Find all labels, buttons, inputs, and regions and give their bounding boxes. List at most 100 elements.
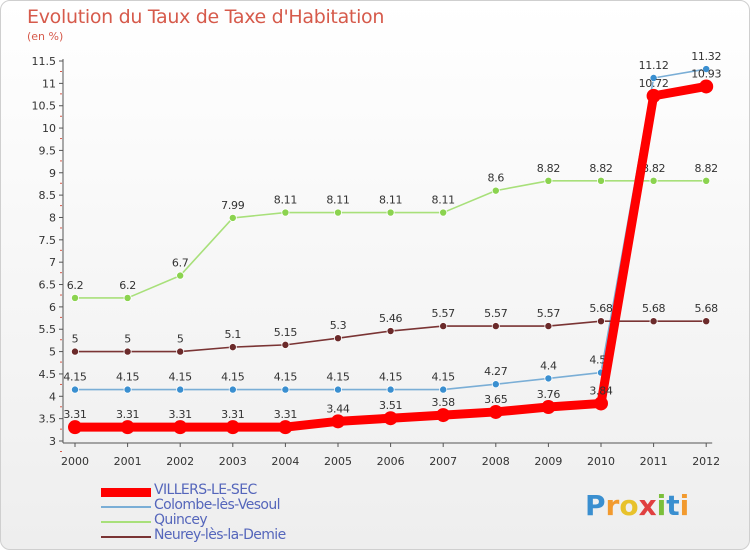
x-tick-label: 2006: [377, 455, 405, 468]
series-point-2: [439, 208, 448, 217]
data-label-2: 8.11: [274, 194, 297, 207]
line-chart: 3 3.5 4 4.5 5 5.5 6 6.5 7 7.5 8 8.5 9 9.5 10 10.5 11 11.5…: [32, 50, 722, 468]
x-tick-label: 2007: [429, 455, 457, 468]
x-tick-label: 2012: [692, 455, 720, 468]
y-tick-label: 8: [49, 211, 56, 224]
series-point-0: [68, 420, 82, 435]
data-label-1: 4.15: [432, 371, 456, 384]
series-point-2: [176, 271, 185, 280]
data-label-2: 8.82: [695, 162, 718, 175]
data-label-0: 10.72: [639, 77, 669, 90]
x-tick-label: 2003: [219, 455, 247, 468]
y-tick-label: 8.5: [39, 189, 57, 202]
series-point-3: [281, 340, 290, 349]
series-point-1: [71, 385, 80, 394]
series-point-0: [594, 396, 608, 411]
data-label-3: 5.1: [225, 328, 242, 341]
data-label-3: 5: [124, 333, 131, 346]
series-point-2: [649, 176, 658, 185]
data-label-2: 6.2: [119, 279, 136, 292]
logo-letter: P: [585, 489, 606, 522]
data-label-3: 5.3: [330, 319, 347, 332]
series-point-0: [278, 420, 293, 435]
data-label-3: 5.57: [537, 307, 561, 320]
data-label-1: 4.15: [326, 371, 350, 384]
logo-letter: i: [656, 489, 667, 522]
series-point-0: [541, 400, 556, 415]
data-label-0: 3.65: [484, 393, 508, 406]
data-label-3: 5.68: [642, 302, 666, 315]
data-label-1: 4.15: [379, 371, 403, 384]
y-tick-label: 11.5: [32, 55, 57, 68]
legend-swatch: [101, 488, 151, 497]
data-label-0: 3.76: [537, 388, 561, 401]
logo-letter: i: [679, 489, 690, 522]
series-point-1: [544, 374, 553, 383]
series-point-0: [699, 79, 714, 94]
data-label-0: 3.44: [326, 402, 350, 415]
series-point-1: [386, 385, 395, 394]
data-label-3: 5.57: [432, 307, 456, 320]
y-tick-label: 7.5: [39, 234, 57, 247]
series-point-0: [383, 411, 398, 426]
y-tick-label: 4.5: [39, 368, 57, 381]
data-label-1: 11.32: [691, 50, 721, 63]
series-point-1: [281, 385, 290, 394]
y-tick-label: 7: [49, 256, 56, 269]
data-label-3: 5: [72, 333, 79, 346]
chart-title: Evolution du Taux de Taxe d'Habitation: [27, 6, 385, 28]
data-label-2: 7.99: [221, 199, 245, 212]
series-point-1: [702, 65, 711, 74]
data-label-2: 8.82: [537, 162, 560, 175]
series-point-2: [702, 176, 711, 185]
data-label-2: 8.6: [488, 172, 505, 185]
series-point-2: [544, 176, 553, 185]
series-point-2: [333, 208, 342, 217]
series-point-0: [331, 414, 345, 429]
y-tick-label: 9: [49, 167, 56, 180]
series-point-0: [646, 88, 661, 103]
series-point-3: [439, 322, 448, 331]
legend-label: Quincey: [154, 512, 208, 528]
legend-swatch: [101, 506, 151, 508]
x-tick-label: 2005: [324, 455, 352, 468]
y-tick-label: 4: [49, 390, 56, 403]
data-label-0: 3.31: [116, 408, 139, 421]
data-label-2: 8.11: [379, 194, 402, 207]
data-label-1: 4.15: [274, 371, 298, 384]
chart-unit: (en %): [27, 30, 64, 43]
data-label-0: 3.31: [274, 408, 297, 421]
x-tick-label: 2000: [61, 455, 89, 468]
y-tick-label: 5.5: [39, 323, 57, 336]
data-label-0: 3.31: [221, 408, 244, 421]
data-label-3: 5.15: [274, 326, 298, 339]
y-tick-label: 3: [49, 435, 56, 448]
data-label-1: 11.12: [639, 59, 669, 72]
series-point-2: [491, 186, 500, 195]
data-label-1: 4.15: [63, 371, 87, 384]
series-point-2: [597, 176, 606, 185]
series-point-1: [123, 385, 132, 394]
x-tick-label: 2004: [271, 455, 299, 468]
legend-label: Colombe-lès-Vesoul: [154, 497, 281, 513]
series-point-3: [649, 317, 658, 326]
data-label-0: 3.84: [589, 384, 613, 397]
proxiti-logo: Proxiti: [585, 489, 689, 522]
series-point-3: [386, 327, 395, 336]
data-label-0: 3.51: [379, 399, 402, 412]
logo-letter: t: [666, 489, 680, 522]
data-label-3: 5.46: [379, 312, 403, 325]
series-point-1: [333, 385, 342, 394]
data-label-1: 4.15: [116, 371, 140, 384]
x-tick-label: 2008: [482, 455, 510, 468]
legend-swatch: [101, 536, 151, 538]
data-label-3: 5: [177, 333, 184, 346]
series-point-2: [71, 293, 80, 302]
series-point-2: [123, 293, 132, 302]
data-label-3: 5.57: [484, 307, 508, 320]
series-point-0: [436, 408, 451, 423]
series-point-3: [491, 322, 500, 331]
y-tick-label: 11: [42, 77, 56, 90]
data-label-0: 10.93: [691, 67, 721, 80]
data-label-2: 8.82: [589, 162, 612, 175]
